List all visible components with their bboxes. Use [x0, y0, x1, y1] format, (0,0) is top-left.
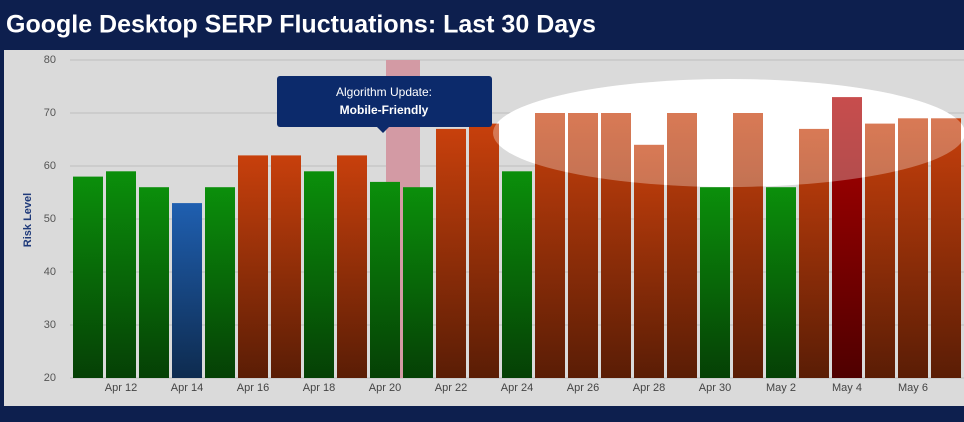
bar — [931, 118, 961, 379]
x-tick-label: Apr 12 — [105, 382, 137, 394]
bar — [370, 181, 400, 378]
bar — [238, 155, 268, 378]
x-tick-label: Apr 14 — [171, 382, 203, 394]
x-tick-label: Apr 26 — [567, 382, 599, 394]
x-tick-label: Apr 22 — [435, 382, 467, 394]
bar — [172, 203, 202, 378]
bar — [898, 118, 928, 379]
bar — [700, 187, 730, 378]
bar — [667, 113, 697, 378]
x-tick-label: May 4 — [832, 382, 862, 394]
bar — [73, 176, 103, 378]
y-tick-label: 50 — [44, 213, 56, 225]
bar — [568, 113, 598, 378]
tooltip-arrow — [377, 127, 389, 133]
x-labels: Apr 12 Apr 14 Apr 16 Apr 18 Apr 20 Apr 22 Apr … — [105, 382, 928, 394]
y-tick-label: 80 — [44, 54, 56, 66]
x-tick-label: May 2 — [766, 382, 796, 394]
y-tick-label: 40 — [44, 266, 56, 278]
bar — [304, 171, 334, 378]
bar — [535, 113, 565, 378]
bar — [271, 155, 301, 378]
bar — [337, 155, 367, 378]
x-tick-label: May 6 — [898, 382, 928, 394]
bar — [799, 128, 829, 378]
chart-title: Google Desktop SERP Fluctuations: Last 3… — [6, 11, 596, 39]
y-tick-label: 60 — [44, 160, 56, 172]
x-tick-label: Apr 28 — [633, 382, 665, 394]
bar — [766, 187, 796, 378]
x-tick-label: Apr 30 — [699, 382, 731, 394]
highlight-overlay — [493, 79, 964, 187]
bar — [502, 171, 532, 378]
x-tick-label: Apr 20 — [369, 382, 401, 394]
bar — [865, 123, 895, 378]
x-tick-label: Apr 16 — [237, 382, 269, 394]
bar — [403, 187, 433, 378]
bar — [139, 187, 169, 378]
y-axis-label: Risk Level — [22, 193, 34, 247]
bar — [601, 113, 631, 378]
bars — [73, 97, 961, 379]
tooltip-title: Algorithm Update: — [336, 85, 432, 99]
bar — [469, 123, 499, 378]
y-tick-label: 70 — [44, 107, 56, 119]
y-tick-label: 30 — [44, 319, 56, 331]
y-tick-label: 20 — [44, 372, 56, 384]
x-tick-label: Apr 24 — [501, 382, 533, 394]
tooltip-text: Mobile-Friendly — [340, 103, 429, 117]
bar — [832, 97, 862, 378]
bar — [205, 187, 235, 378]
tooltip — [277, 76, 492, 127]
x-tick-label: Apr 18 — [303, 382, 335, 394]
bar — [634, 144, 664, 378]
bar — [733, 113, 763, 378]
bar — [106, 171, 136, 378]
bar — [436, 128, 466, 378]
